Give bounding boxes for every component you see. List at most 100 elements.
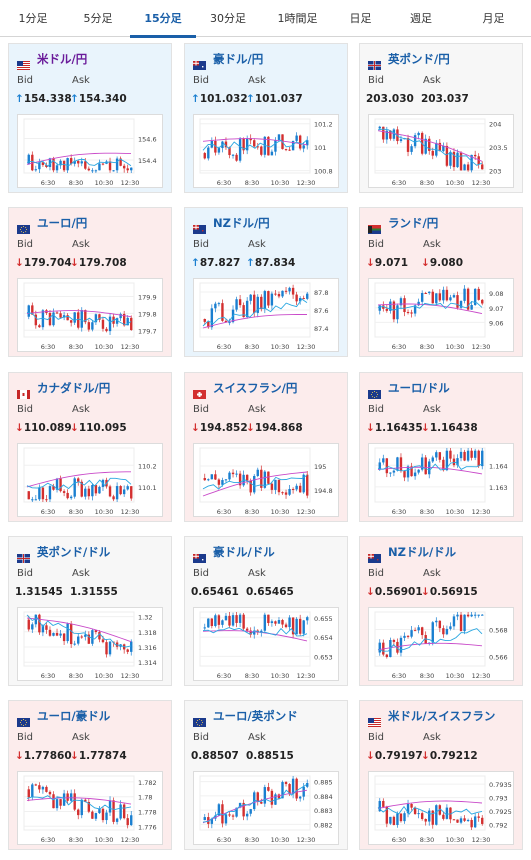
mini-chart[interactable]: 101.2 101 100.8 6:30 8:30 10:30 12:30 xyxy=(193,114,339,188)
candle-body xyxy=(224,479,228,481)
candle-body xyxy=(263,136,267,155)
pair-name-link[interactable]: カナダドル/円 xyxy=(37,381,111,395)
tab-2[interactable]: 15分足 xyxy=(130,0,196,38)
currency-card[interactable]: NZドル/ドル Bid Ask ↓0.56901 ↓0.56915 0.568 0.566 6… xyxy=(359,536,523,686)
currency-card[interactable]: ランド/円 Bid Ask ↓9.071 ↓9.080 9.08 9.07 9.06 6:30 8… xyxy=(359,207,523,357)
mini-chart[interactable]: 9.08 9.07 9.06 6:30 8:30 10:30 12:30 xyxy=(368,278,514,352)
mini-chart[interactable]: 1.164 1.163 6:30 8:30 10:30 12:30 xyxy=(368,443,514,517)
pair-name-link[interactable]: 米ドル/円 xyxy=(37,52,88,66)
candle-body xyxy=(108,316,112,332)
candle-body xyxy=(389,472,392,474)
x-tick-label: 12:30 xyxy=(472,508,491,516)
candle-body xyxy=(378,800,381,812)
x-tick-label: 10:30 xyxy=(95,343,114,351)
tab-7[interactable]: 月足 xyxy=(482,12,505,25)
ask-label: Ask xyxy=(72,404,90,415)
currency-card[interactable]: 豪ドル/円 Bid Ask ↑101.032 ↑101.037 101.2 101 100.8… xyxy=(184,43,348,193)
mini-chart[interactable]: 87.8 87.6 87.4 6:30 8:30 10:30 12:30 xyxy=(193,278,339,352)
x-tick-label: 10:30 xyxy=(446,343,465,351)
mini-chart[interactable]: 1.782 1.78 1.778 1.776 6:30 8:30 10:30 12:30 xyxy=(17,771,163,845)
mini-chart[interactable]: 0.7935 0.793 0.7925 0.792 6:30 8:30 10:30 12:30 xyxy=(368,771,514,845)
pair-name-link[interactable]: 豪ドル/ドル xyxy=(213,545,275,559)
currency-card[interactable]: 米ドル/円 Bid Ask ↑154.338 ↑154.340 154.6 154.4 6:3… xyxy=(8,43,172,193)
bid-value: 0.65461 xyxy=(191,586,239,598)
currency-card[interactable]: 英ポンド/円 Bid Ask 203.030 203.037 204 203.5 203 6:3… xyxy=(359,43,523,193)
pair-name-link[interactable]: ユーロ/ドル xyxy=(388,381,450,395)
candle-body xyxy=(306,783,309,787)
candle-body xyxy=(87,322,91,330)
currency-card[interactable]: カナダドル/円 Bid Ask ↓110.089 ↓110.095 110.2 110.1 6… xyxy=(8,372,172,522)
x-tick-label: 8:30 xyxy=(245,343,260,351)
pair-name-link[interactable]: 英ポンド/円 xyxy=(388,52,450,66)
currency-card[interactable]: NZドル/円 Bid Ask ↑87.827 ↑87.834 87.8 87.6 87.4 6:… xyxy=(184,207,348,357)
y-tick-label: 1.318 xyxy=(138,629,157,637)
candle-body xyxy=(291,617,295,635)
x-tick-label: 8:30 xyxy=(245,179,260,187)
ask-value: ↓1.16438 xyxy=(421,422,478,434)
pair-name-link[interactable]: ユーロ/英ポンド xyxy=(213,709,298,723)
candle-body xyxy=(91,484,94,497)
currency-card[interactable]: スイスフラン/円 Bid Ask ↓194.852 ↓194.868 195 194.8 6:… xyxy=(184,372,348,522)
currency-card[interactable]: 英ポンド/ドル Bid Ask 1.31545 1.31555 1.32 1.318 1.31… xyxy=(8,536,172,686)
ma-short-line xyxy=(377,628,483,652)
tab-6[interactable]: 週足 xyxy=(410,12,432,25)
ma-short-line xyxy=(377,805,483,815)
tab-0[interactable]: 1分足 xyxy=(18,12,48,25)
candle-body xyxy=(463,614,466,632)
mini-chart[interactable]: 154.6 154.4 6:30 8:30 10:30 12:30 xyxy=(17,114,163,188)
pair-name-link[interactable]: 英ポンド/ドル xyxy=(37,545,111,559)
mini-chart[interactable]: 110.2 110.1 6:30 8:30 10:30 12:30 xyxy=(17,443,163,517)
x-tick-label: 6:30 xyxy=(217,672,232,680)
candle-body xyxy=(91,322,94,330)
x-tick-label: 8:30 xyxy=(245,508,260,516)
mini-chart[interactable]: 204 203.5 203 6:30 8:30 10:30 12:30 xyxy=(368,114,514,188)
currency-card[interactable]: ユーロ/英ポンド Bid Ask 0.88507 0.88515 0.885 0.884 0.… xyxy=(184,700,348,850)
tab-4[interactable]: 1時間足 xyxy=(277,12,318,25)
pair-name-link[interactable]: ユーロ/豪ドル xyxy=(37,709,111,723)
candle-body xyxy=(481,299,484,304)
ma-long-line xyxy=(26,310,132,318)
x-tick-label: 8:30 xyxy=(420,508,435,516)
pair-name-link[interactable]: NZドル/円 xyxy=(213,216,270,230)
mini-chart[interactable]: 179.9 179.8 179.7 6:30 8:30 10:30 12:30 xyxy=(17,278,163,352)
candle-body xyxy=(98,632,101,640)
candle-body xyxy=(84,310,87,323)
candle-body xyxy=(389,816,392,824)
x-tick-label: 6:30 xyxy=(392,508,407,516)
us-flag-icon xyxy=(368,712,381,727)
candle-body xyxy=(406,312,410,314)
tab-1[interactable]: 5分足 xyxy=(83,12,113,25)
x-tick-label: 12:30 xyxy=(297,508,316,516)
pair-name-link[interactable]: スイスフラン/円 xyxy=(213,381,298,395)
candle-body xyxy=(260,296,263,310)
candle-body xyxy=(238,138,242,161)
mini-chart[interactable]: 0.568 0.566 6:30 8:30 10:30 12:30 xyxy=(368,607,514,681)
ask-label: Ask xyxy=(423,568,441,579)
mini-chart[interactable]: 195 194.8 6:30 8:30 10:30 12:30 xyxy=(193,443,339,517)
tab-5[interactable]: 日足 xyxy=(349,12,372,25)
candle-body xyxy=(115,318,119,324)
za-flag-icon xyxy=(368,219,381,234)
pair-name-link[interactable]: ランド/円 xyxy=(388,216,439,230)
mini-chart[interactable]: 0.885 0.884 0.883 0.882 6:30 8:30 10:30 12:30 xyxy=(193,771,339,845)
candle-body xyxy=(413,135,417,147)
arrow-down-icon: ↓ xyxy=(421,257,430,269)
pair-name-link[interactable]: ユーロ/円 xyxy=(37,216,88,230)
candle-body xyxy=(385,130,389,140)
y-tick-label: 1.164 xyxy=(489,462,508,470)
currency-card[interactable]: ユーロ/ドル Bid Ask ↓1.16435 ↓1.16438 1.164 1.163 6:… xyxy=(359,372,523,522)
currency-card[interactable]: 豪ドル/ドル Bid Ask 0.65461 0.65465 0.655 0.654 0.65… xyxy=(184,536,348,686)
mini-chart[interactable]: 1.32 1.318 1.316 1.314 6:30 8:30 10:30 12:30 xyxy=(17,607,163,681)
pair-name-link[interactable]: 米ドル/スイスフラン xyxy=(388,709,496,723)
mini-chart[interactable]: 0.655 0.654 0.653 6:30 8:30 10:30 12:30 xyxy=(193,607,339,681)
candle-body xyxy=(130,641,133,652)
candle-body xyxy=(267,471,270,484)
pair-name-link[interactable]: 豪ドル/円 xyxy=(213,52,264,66)
currency-card[interactable]: ユーロ/円 Bid Ask ↓179.704 ↓179.708 179.9 179.8 179… xyxy=(8,207,172,357)
pair-name-link[interactable]: NZドル/ドル xyxy=(388,545,457,559)
currency-card[interactable]: ユーロ/豪ドル Bid Ask ↓1.77860 ↓1.77874 1.782 1.78 1.… xyxy=(8,700,172,850)
tab-3[interactable]: 30分足 xyxy=(210,12,246,25)
currency-card[interactable]: 米ドル/スイスフラン Bid Ask ↓0.79197 ↓0.79212 0.7935 0.… xyxy=(359,700,523,850)
candle-body xyxy=(41,162,45,165)
x-tick-label: 6:30 xyxy=(41,508,56,516)
